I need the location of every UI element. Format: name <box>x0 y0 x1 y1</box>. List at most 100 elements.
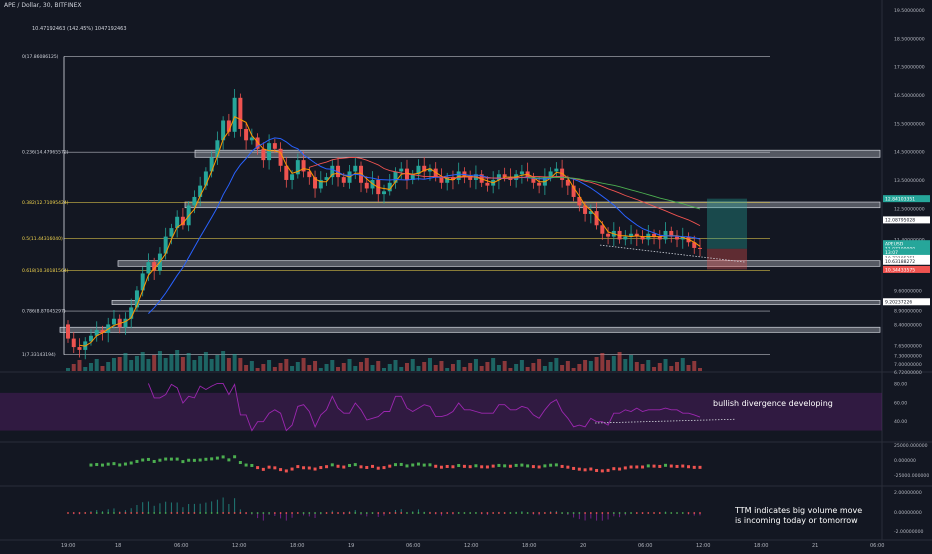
volume-bar <box>640 364 645 371</box>
time-axis-label: 19:00 <box>61 543 75 549</box>
volume-bar <box>525 367 530 371</box>
volume-bar <box>502 361 507 371</box>
momentum-dot <box>652 464 656 468</box>
volume-bar <box>594 357 599 371</box>
momentum-dot <box>123 462 127 466</box>
ttm-squeeze-dot <box>365 512 368 514</box>
ttm-squeeze-dot <box>601 512 604 514</box>
volume-bar <box>399 367 404 371</box>
momentum-dot <box>520 463 524 467</box>
ttm-tick-label: -2.00000000 <box>894 529 923 535</box>
ttm-squeeze-dot <box>325 512 328 514</box>
sr-zone <box>194 149 881 158</box>
momentum-dot <box>198 458 202 462</box>
sr-zone <box>111 299 881 305</box>
volume-bar <box>83 367 88 371</box>
momentum-tick-label: -25000.000000 <box>894 473 929 479</box>
rsi-band <box>0 392 882 431</box>
ttm-squeeze-dot <box>153 512 156 514</box>
ttm-squeeze-dot <box>383 512 385 514</box>
momentum-dot <box>698 465 702 469</box>
ttm-squeeze-dot <box>630 512 632 514</box>
ttm-squeeze-dot <box>486 512 489 514</box>
ttm-squeeze-dot <box>245 512 248 514</box>
ttm-squeeze-dot <box>222 512 225 514</box>
candle-body <box>634 233 639 237</box>
momentum-dot <box>365 465 369 469</box>
volume-bar <box>692 361 697 371</box>
momentum-dot <box>146 457 150 461</box>
ttm-squeeze-dot <box>354 512 357 514</box>
volume-bar <box>146 359 151 371</box>
candle-body <box>198 185 203 197</box>
momentum-dot <box>451 465 455 469</box>
momentum-dot <box>658 464 662 468</box>
ttm-squeeze-dot <box>273 512 276 514</box>
ttm-squeeze-dot <box>113 512 115 514</box>
momentum-dot <box>606 468 610 472</box>
volume-bar <box>675 362 680 371</box>
candle-body <box>600 225 605 234</box>
candle-body <box>290 174 295 180</box>
volume-bar <box>456 360 461 371</box>
momentum-dot <box>411 463 415 467</box>
momentum-dot <box>141 458 145 462</box>
price-divergence-line <box>599 244 746 263</box>
volume-bar <box>646 360 651 371</box>
candle-body <box>336 165 341 178</box>
candle-body <box>393 171 398 183</box>
volume-bar <box>571 368 576 371</box>
ttm-squeeze-dot <box>653 512 655 514</box>
price-tick-label: 8.90000000 <box>894 308 922 314</box>
volume-bar <box>313 361 318 371</box>
sr-zone <box>117 260 881 267</box>
volume-bar <box>634 362 639 371</box>
momentum-dot <box>399 462 403 466</box>
momentum-dot <box>572 466 576 470</box>
symbol-title: APE / Dollar, 30, BITFINEX <box>4 2 82 9</box>
momentum-dot <box>100 463 104 467</box>
ttm-squeeze-dot <box>239 512 242 514</box>
fib-level-label: 0.618(10.30181564) <box>22 268 69 274</box>
ttm-squeeze-dot <box>118 512 121 514</box>
volume-bar <box>663 359 668 371</box>
volume-bar <box>129 360 134 371</box>
momentum-dot <box>681 464 685 468</box>
volume-bar <box>347 359 352 371</box>
volume-bar <box>606 360 611 371</box>
momentum-dot <box>158 458 162 462</box>
position-profit-zone <box>707 198 747 249</box>
candle-body <box>209 157 214 172</box>
time-axis-label: 20 <box>580 543 586 549</box>
momentum-dot <box>623 466 627 470</box>
momentum-dot <box>595 468 599 472</box>
candle-body <box>548 171 553 178</box>
ttm-squeeze-dot <box>187 512 190 514</box>
volume-bar <box>175 350 180 371</box>
momentum-dot <box>388 464 392 468</box>
candle-body <box>175 216 180 229</box>
volume-bar <box>514 364 519 371</box>
rsi-annotation: bullish divergence developing <box>713 399 833 408</box>
ttm-squeeze-dot <box>250 512 253 514</box>
price-badge-label: 12.84103351 <box>885 196 915 202</box>
volume-bar <box>422 362 427 371</box>
momentum-dot <box>468 465 472 469</box>
ttm-squeeze-dot <box>170 512 173 514</box>
rsi-line <box>147 382 701 432</box>
ttm-squeeze-dot <box>475 512 477 514</box>
candle-body <box>629 233 634 237</box>
volume-bar <box>657 363 662 371</box>
momentum-dot <box>526 464 530 468</box>
volume-bar <box>353 366 358 371</box>
momentum-dot <box>589 467 593 471</box>
ttm-squeeze-dot <box>371 512 374 514</box>
candle-body <box>163 236 168 254</box>
ttm-squeeze-dot <box>291 512 293 514</box>
candle-body <box>123 318 128 328</box>
momentum-dot <box>267 465 271 469</box>
momentum-dot <box>537 465 541 469</box>
ttm-squeeze-dot <box>84 512 87 514</box>
candle-body <box>416 165 421 175</box>
candle-body <box>571 185 576 197</box>
